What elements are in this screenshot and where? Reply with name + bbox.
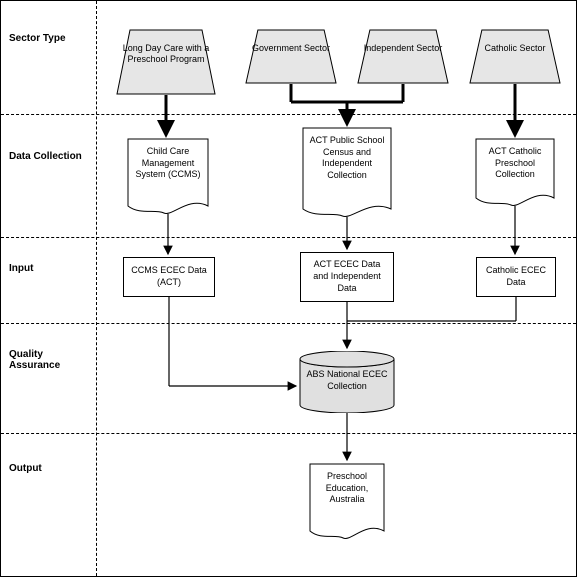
doc-ccms: Child Care Management System (CCMS)	[127, 138, 209, 216]
doc-label: Preschool Education, Australia	[309, 463, 385, 506]
doc-actcensus: ACT Public School Census and Independent…	[302, 127, 392, 219]
cylinder-abs: ABS National ECEC Collection	[299, 351, 395, 413]
row-label-qa: Quality Assurance	[9, 349, 79, 371]
row-divider	[1, 323, 576, 324]
col-divider	[96, 1, 97, 576]
doc-label: Child Care Management System (CCMS)	[127, 138, 209, 181]
row-divider	[1, 237, 576, 238]
box-cathdata: Catholic ECEC Data	[476, 257, 556, 297]
box-label: CCMS ECEC Data (ACT)	[128, 265, 210, 288]
box-actdata: ACT ECEC Data and Independent Data	[300, 252, 394, 302]
doc-label: ACT Catholic Preschool Collection	[475, 138, 555, 181]
box-label: ACT ECEC Data and Independent Data	[305, 259, 389, 294]
row-divider	[1, 433, 576, 434]
row-label-sector: Sector Type	[9, 33, 89, 44]
doc-cathcoll: ACT Catholic Preschool Collection	[475, 138, 555, 208]
flow-diagram: Sector Type Data Collection Input Qualit…	[0, 0, 577, 577]
doc-output: Preschool Education, Australia	[309, 463, 385, 541]
row-label-collection: Data Collection	[9, 151, 89, 162]
sector-cath: Catholic Sector	[469, 29, 561, 84]
row-label-output: Output	[9, 463, 89, 474]
sector-ldc: Long Day Care with a Preschool Program	[116, 29, 216, 95]
box-ccmsdata: CCMS ECEC Data (ACT)	[123, 257, 215, 297]
doc-label: ACT Public School Census and Independent…	[302, 127, 392, 182]
row-label-input: Input	[9, 263, 89, 274]
sector-label: Long Day Care with a Preschool Program	[116, 29, 216, 66]
cylinder-label: ABS National ECEC Collection	[299, 351, 395, 392]
sector-label: Catholic Sector	[469, 29, 561, 54]
sector-gov: Government Sector	[245, 29, 337, 84]
sector-label: Government Sector	[245, 29, 337, 54]
sector-ind: Independent Sector	[357, 29, 449, 84]
sector-label: Independent Sector	[357, 29, 449, 54]
box-label: Catholic ECEC Data	[481, 265, 551, 288]
row-divider	[1, 114, 576, 115]
